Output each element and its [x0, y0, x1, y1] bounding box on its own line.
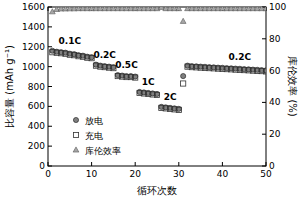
y2-tick-label: 60	[269, 66, 281, 76]
annotation: 1C	[142, 77, 155, 87]
x-tick	[91, 162, 92, 166]
y-tick	[48, 66, 52, 67]
annotation: 0.5C	[115, 60, 138, 70]
y2-tick	[262, 166, 266, 167]
data-point	[263, 68, 266, 73]
y2-tick-label: 0	[269, 161, 275, 171]
x-tick-label: 0	[45, 169, 51, 179]
y-tick-label: 600	[28, 101, 45, 111]
y-tick-label: 800	[28, 82, 45, 92]
legend-marker	[73, 117, 78, 122]
y-tick	[48, 26, 52, 27]
y2-tick	[262, 102, 266, 103]
y-tick-label: 400	[28, 121, 45, 131]
series-2	[49, 7, 266, 23]
annotation: 0.1C	[59, 36, 82, 46]
y2-tick-label: 100	[269, 2, 286, 12]
data-point	[133, 75, 138, 80]
y-tick-label: 200	[28, 141, 45, 151]
legend-marker	[73, 147, 79, 152]
y2-tick-label: 40	[269, 97, 281, 107]
data-point	[180, 18, 186, 23]
annotation: 0.2C	[93, 50, 116, 60]
y2-tick	[262, 134, 266, 135]
x-tick	[222, 162, 223, 166]
legend: 放电充电库伦效率	[73, 116, 121, 156]
legend-label: 充电	[85, 131, 103, 141]
plot-marks	[49, 7, 266, 112]
legend-label: 库伦效率	[85, 146, 121, 156]
data-point	[176, 107, 181, 112]
y-axis-label: 比容量 (mAh g⁻¹)	[4, 45, 15, 128]
x-tick-label: 30	[173, 169, 185, 179]
y-tick	[48, 146, 52, 147]
y-tick	[48, 166, 52, 167]
y-tick-label: 1400	[22, 22, 45, 32]
y-tick	[48, 126, 52, 127]
x-tick-top	[48, 7, 49, 11]
data-point	[176, 7, 182, 11]
plot-frame	[48, 7, 266, 166]
annotation: 2C	[164, 92, 177, 102]
y-tick-label: 1200	[22, 42, 45, 52]
y-tick	[48, 106, 52, 107]
chart: 0102030405002004006008001000120014001600…	[0, 0, 300, 200]
y-tick	[48, 86, 52, 87]
y-tick-label: 1000	[22, 62, 45, 72]
legend-marker	[73, 132, 78, 137]
data-point	[154, 92, 159, 97]
data-point	[181, 81, 186, 86]
y2-tick-label: 20	[269, 129, 281, 139]
x-tick-label: 10	[86, 169, 98, 179]
x-axis-label: 循环次数	[137, 185, 177, 196]
y-tick	[48, 46, 52, 47]
data-point	[158, 7, 164, 9]
y-tick-label: 1600	[22, 2, 45, 12]
y-tick-label: 0	[39, 161, 45, 171]
x-tick	[178, 162, 179, 166]
annotation: 0.2C	[229, 52, 252, 62]
y2-tick-label: 80	[269, 34, 281, 44]
x-tick-label: 40	[217, 169, 229, 179]
data-point	[263, 7, 266, 11]
x-tick-label: 20	[129, 169, 141, 179]
y2-tick	[262, 38, 266, 39]
x-tick	[266, 162, 267, 166]
y2-axis-label: 库伦效率 (%)	[287, 56, 298, 117]
series-0	[50, 48, 266, 111]
legend-label: 放电	[85, 116, 103, 126]
data-point	[181, 73, 186, 78]
x-tick	[135, 162, 136, 166]
y-tick	[48, 7, 52, 8]
x-tick	[48, 162, 49, 166]
data-point	[263, 69, 266, 74]
series-1	[50, 50, 266, 113]
